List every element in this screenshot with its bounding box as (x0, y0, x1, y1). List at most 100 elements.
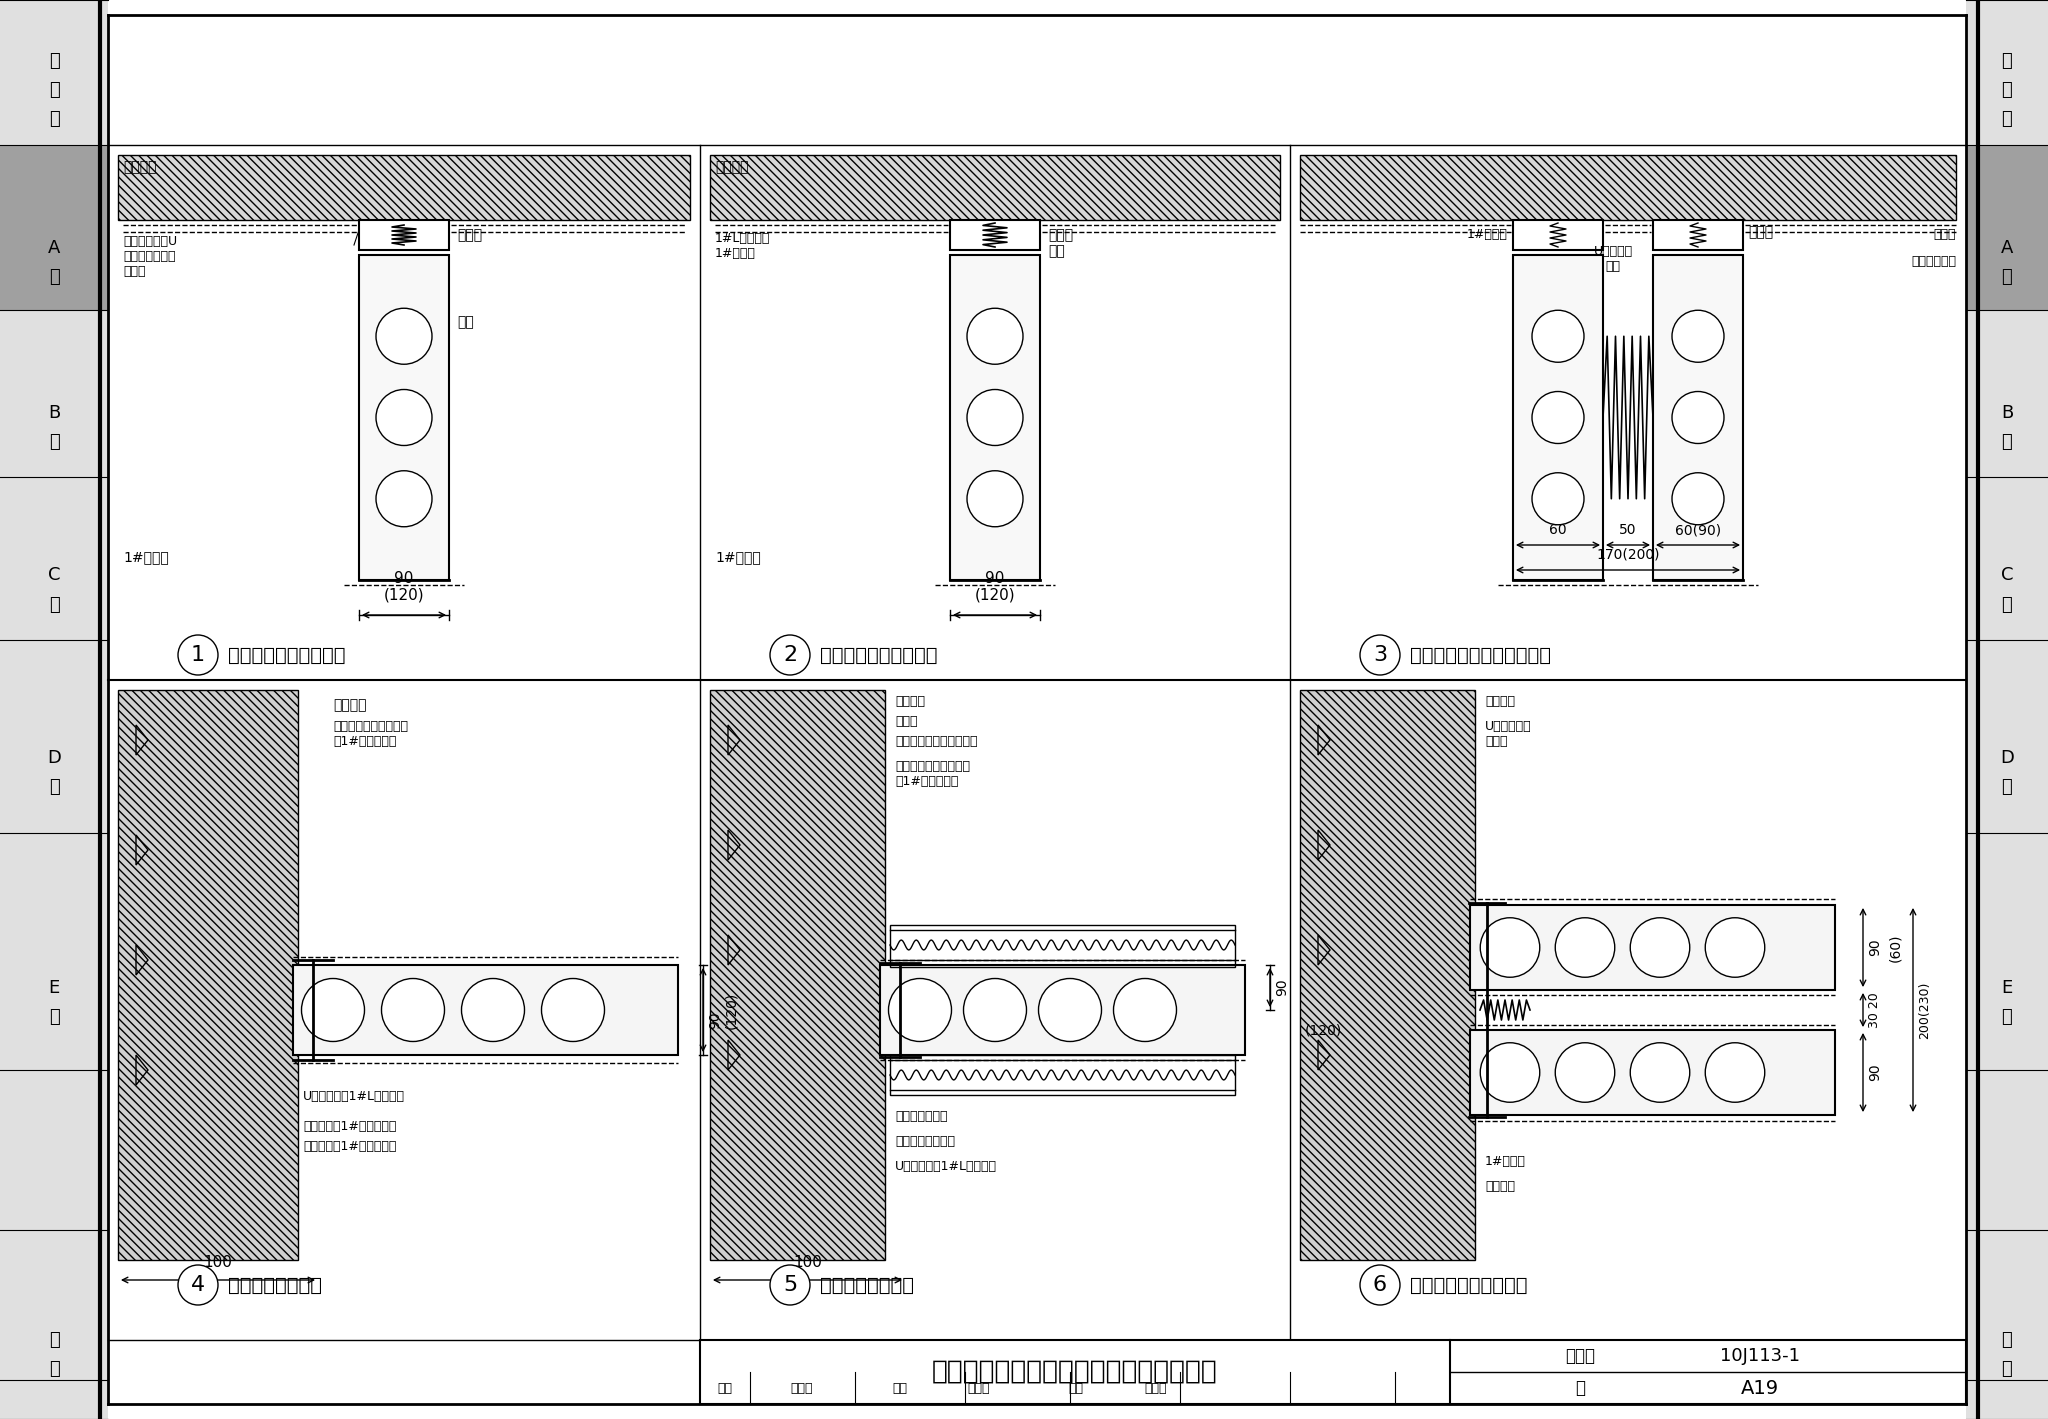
Bar (881, 965, 1245, 1054)
Text: 页: 页 (1575, 1379, 1585, 1396)
Bar (891, 1054, 1235, 1095)
Bar (1300, 690, 1475, 1260)
Text: 1#粘结剂: 1#粘结剂 (715, 551, 760, 563)
Text: 抹灰层: 抹灰层 (457, 228, 481, 243)
Text: 主体墙柱: 主体墙柱 (1485, 695, 1516, 708)
Text: 审核: 审核 (717, 1382, 733, 1395)
Text: 保温构造做法按工程设计: 保温构造做法按工程设计 (895, 735, 977, 748)
Bar (700, 1340, 1966, 1403)
Circle shape (1671, 311, 1724, 362)
Circle shape (1706, 1043, 1765, 1103)
Circle shape (377, 471, 432, 526)
Circle shape (1671, 392, 1724, 444)
Bar (0, 0, 109, 1419)
Text: A
型: A 型 (47, 238, 59, 287)
Text: 阴角附加玻纤布条一层
用1#粘结剂粘结: 阴角附加玻纤布条一层 用1#粘结剂粘结 (895, 761, 971, 788)
Text: 附
录: 附 录 (2001, 1331, 2013, 1378)
Text: C
型: C 型 (2001, 566, 2013, 613)
Text: 条板与结构梁、板连接: 条板与结构梁、板连接 (819, 646, 938, 664)
Text: 轻混凝土、水泥、石膏条板抗震构造节点: 轻混凝土、水泥、石膏条板抗震构造节点 (932, 1359, 1219, 1385)
Text: 10J113-1: 10J113-1 (1720, 1347, 1800, 1365)
Text: 90: 90 (1868, 1064, 1882, 1081)
Text: 内墙抹灰: 内墙抹灰 (334, 698, 367, 712)
Text: 50: 50 (1620, 524, 1636, 536)
Text: 图集号: 图集号 (1565, 1347, 1595, 1365)
Text: 90: 90 (1868, 939, 1882, 956)
Circle shape (377, 308, 432, 365)
Text: 两板拼缝处设U
形抗震卡，用射
钉固定: 两板拼缝处设U 形抗震卡，用射 钉固定 (123, 236, 176, 278)
Text: 结构梁板: 结构梁板 (123, 160, 156, 175)
Circle shape (1114, 979, 1176, 1042)
Text: 1#粘结剂: 1#粘结剂 (1466, 228, 1507, 241)
Circle shape (770, 1264, 811, 1305)
Text: U形抗震卡
条板: U形抗震卡 条板 (1593, 245, 1632, 272)
Text: 空气层: 空气层 (895, 715, 918, 728)
Text: 总
说
明: 总 说 明 (49, 53, 59, 128)
Text: 90
(120): 90 (120) (383, 570, 424, 603)
Text: B
型: B 型 (2001, 404, 2013, 451)
Text: (60): (60) (1888, 934, 1903, 962)
Circle shape (301, 979, 365, 1042)
Text: 石膏条板用1#石膏粘结剂: 石膏条板用1#石膏粘结剂 (303, 1139, 397, 1154)
Circle shape (178, 1264, 217, 1305)
Text: 主体墙柱: 主体墙柱 (895, 695, 926, 708)
Circle shape (381, 979, 444, 1042)
Text: 90: 90 (1276, 979, 1288, 996)
Bar (950, 220, 1040, 250)
Text: 2: 2 (782, 646, 797, 666)
Text: 5: 5 (782, 1276, 797, 1296)
Circle shape (1671, 473, 1724, 525)
Bar (1653, 220, 1743, 250)
Text: U形抗震卡或1#L形钢板卡: U形抗震卡或1#L形钢板卡 (895, 1159, 997, 1174)
Text: 3: 3 (1372, 646, 1386, 666)
Bar (950, 255, 1040, 580)
Text: 条板与保温墙连接: 条板与保温墙连接 (819, 1276, 913, 1294)
Bar (358, 220, 449, 250)
Text: 杨小东: 杨小东 (1145, 1382, 1167, 1395)
Text: 60: 60 (1548, 524, 1567, 536)
Circle shape (963, 979, 1026, 1042)
Text: D
型: D 型 (2001, 749, 2013, 796)
Text: 6: 6 (1372, 1276, 1386, 1296)
Bar (293, 965, 678, 1054)
Text: (120): (120) (1305, 1023, 1341, 1037)
Bar (0, 145, 109, 309)
Circle shape (1481, 1043, 1540, 1103)
Text: C
型: C 型 (47, 566, 59, 613)
Bar (711, 690, 885, 1260)
Text: 170(200): 170(200) (1595, 548, 1659, 562)
Circle shape (1532, 392, 1583, 444)
Bar (1513, 220, 1604, 250)
Circle shape (1630, 1043, 1690, 1103)
Bar (891, 925, 1235, 966)
Text: 抹灰层
条板: 抹灰层 条板 (1049, 228, 1073, 258)
Bar (119, 690, 299, 1260)
Circle shape (967, 471, 1024, 526)
Circle shape (461, 979, 524, 1042)
Text: 条板与结构梁、板连接: 条板与结构梁、板连接 (227, 646, 346, 664)
Circle shape (178, 634, 217, 675)
Text: 100: 100 (793, 1254, 821, 1270)
Bar (358, 255, 449, 580)
Text: 总
说
明: 总 说 明 (2001, 53, 2013, 128)
Circle shape (541, 979, 604, 1042)
Bar (1966, 0, 2048, 1419)
Text: 1#粘结剂: 1#粘结剂 (1485, 1155, 1526, 1168)
Text: U形抗震卡或
空气层: U形抗震卡或 空气层 (1485, 719, 1532, 748)
Text: 水泥或石膏条板: 水泥或石膏条板 (895, 1110, 948, 1122)
Text: 校对: 校对 (893, 1382, 907, 1395)
Text: 1#L形钢板卡
1#粘结剂: 1#L形钢板卡 1#粘结剂 (715, 231, 770, 260)
Circle shape (377, 389, 432, 446)
Text: 双层条板与墙、柱连接: 双层条板与墙、柱连接 (1409, 1276, 1528, 1294)
Circle shape (967, 308, 1024, 365)
Text: 墙面抹灰: 墙面抹灰 (1485, 1181, 1516, 1193)
Text: E
型: E 型 (49, 979, 59, 1026)
Circle shape (1554, 1043, 1614, 1103)
Text: 设计: 设计 (1069, 1382, 1083, 1395)
Bar (1300, 155, 1956, 220)
Text: 附
录: 附 录 (49, 1331, 59, 1378)
Circle shape (889, 979, 952, 1042)
Bar (1470, 905, 1835, 990)
Circle shape (1532, 473, 1583, 525)
Circle shape (1360, 634, 1401, 675)
